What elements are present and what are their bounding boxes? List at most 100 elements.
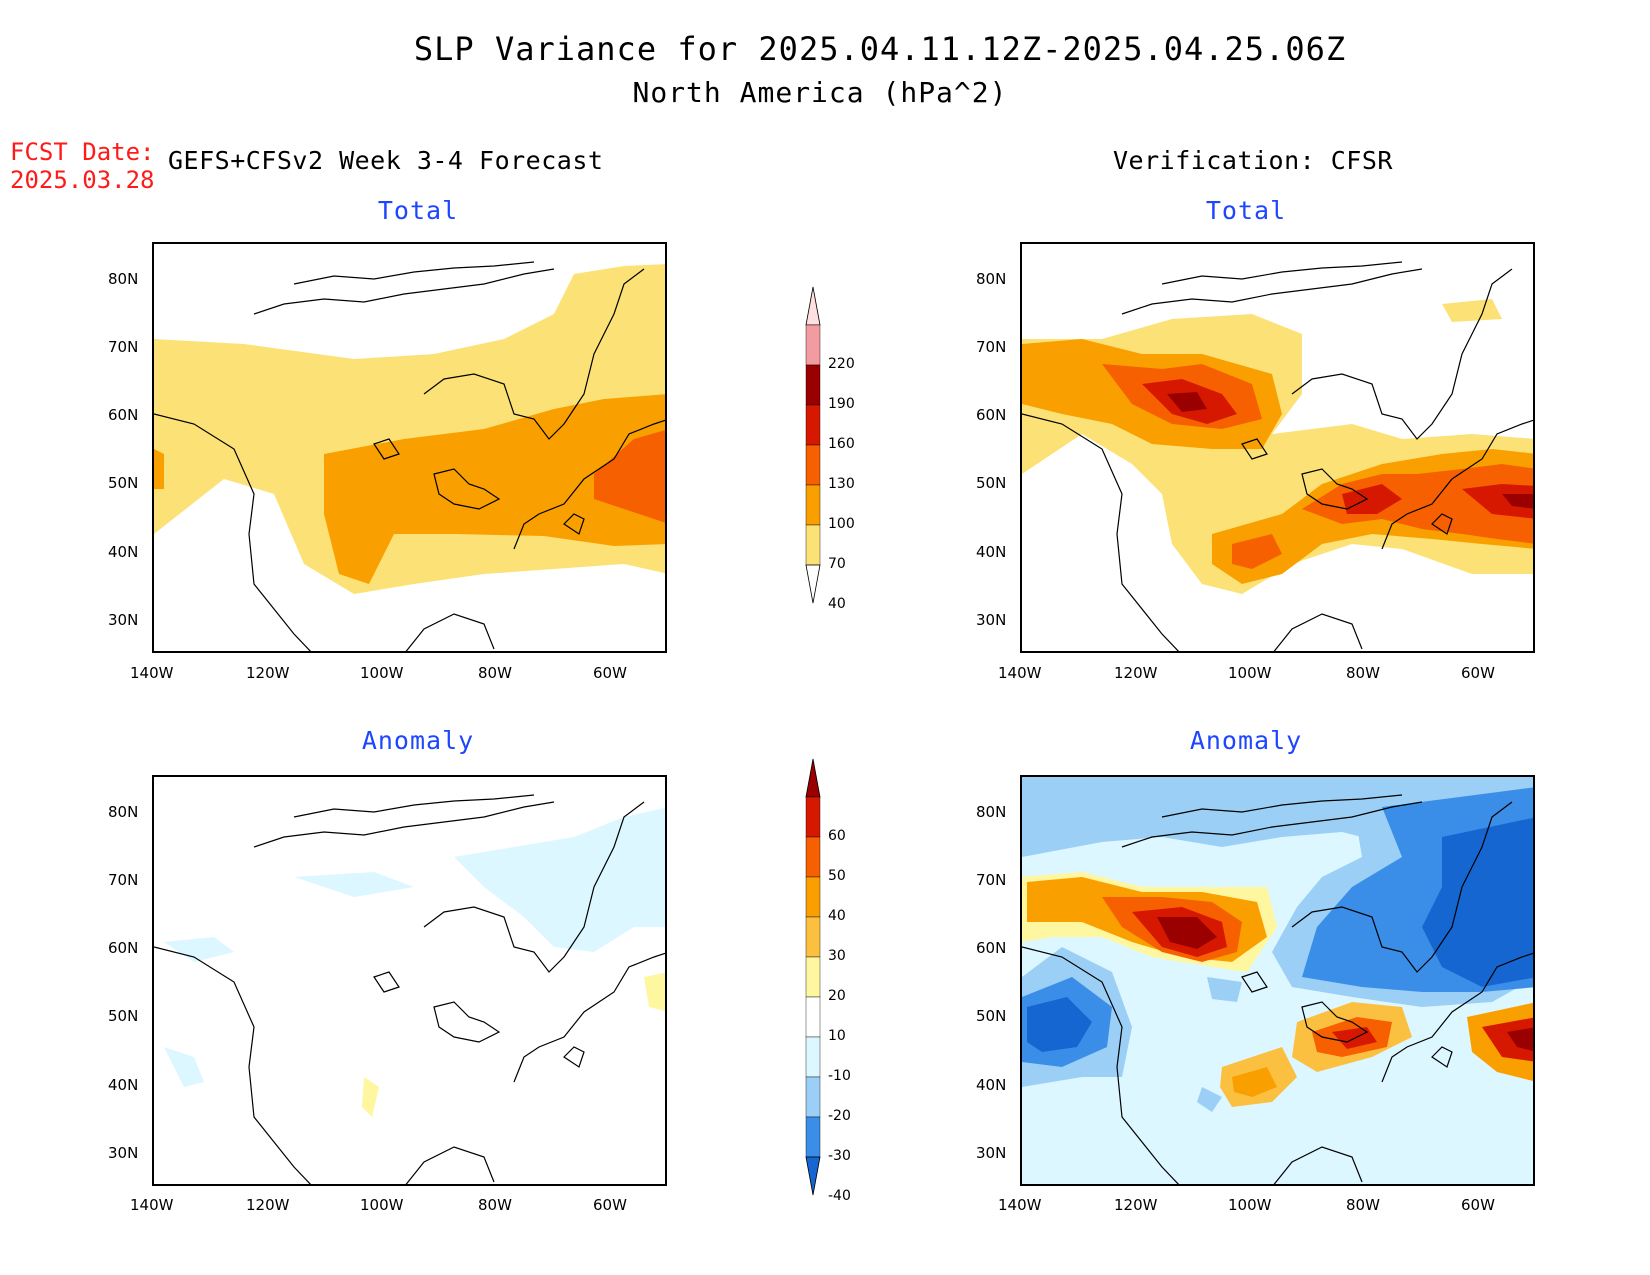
lon-label: 140W: [130, 664, 174, 682]
colorbar-label: -40: [828, 1188, 851, 1204]
colorbar-label: 30: [828, 948, 846, 964]
colorbar-swatch: [805, 956, 821, 998]
colorbar-swatch: [805, 1116, 821, 1158]
lat-label: 50N: [976, 474, 1007, 492]
lon-label: 80W: [1346, 664, 1380, 682]
left-column-title: GEFS+CFSv2 Week 3-4 Forecast: [168, 146, 604, 175]
colorbar-swatch: [805, 836, 821, 878]
lon-label: 80W: [478, 1196, 512, 1214]
forecast-anomaly-title: Anomaly: [361, 726, 475, 755]
lat-label: 70N: [976, 871, 1007, 889]
lat-label: 30N: [976, 611, 1007, 629]
lon-label: 120W: [246, 1196, 290, 1214]
coastline: [1022, 261, 1533, 651]
lat-label: 40N: [108, 1076, 139, 1094]
fcst-date-value: 2025.03.28: [10, 166, 155, 194]
fcst-date: FCST Date: 2025.03.28: [10, 138, 155, 194]
verif-anomaly-title: Anomaly: [1189, 726, 1303, 755]
lon-label: 80W: [478, 664, 512, 682]
colorbar-swatch: [805, 796, 821, 838]
colorbar-top-triangle: [805, 286, 821, 326]
forecast-anomaly-map: [152, 775, 667, 1186]
total-colorbar-swatches: [805, 286, 821, 604]
colorbar-swatch: [805, 524, 821, 566]
lat-label: 40N: [976, 1076, 1007, 1094]
lat-label: 60N: [976, 406, 1007, 424]
colorbar-swatch: [805, 1076, 821, 1118]
lat-label: 50N: [108, 1007, 139, 1025]
forecast-anomaly-shading: [164, 807, 665, 1117]
verif-anomaly-map: [1020, 775, 1535, 1186]
lat-label: 80N: [108, 803, 139, 821]
colorbar-top-triangle: [805, 758, 821, 798]
colorbar-bottom-triangle: [805, 1156, 821, 1196]
colorbar-swatch: [805, 1036, 821, 1078]
anomaly-colorbar: 60 50 40 30 20 10 -10 -20 -30 -40: [800, 757, 880, 1207]
lat-label: 30N: [108, 611, 139, 629]
colorbar-swatch: [805, 364, 821, 406]
lon-label: 140W: [130, 1196, 174, 1214]
fcst-date-label: FCST Date:: [10, 138, 155, 166]
coastline: [154, 794, 665, 1184]
colorbar-label: 40: [828, 596, 846, 612]
right-column-title: Verification: CFSR: [1113, 146, 1393, 175]
colorbar-swatch: [805, 916, 821, 958]
colorbar-label: 220: [828, 356, 855, 372]
lon-label: 140W: [998, 1196, 1042, 1214]
lon-label: 100W: [360, 664, 404, 682]
lat-label: 50N: [976, 1007, 1007, 1025]
verif-total-map: [1020, 242, 1535, 653]
colorbar-label: -30: [828, 1148, 851, 1164]
colorbar-label: 40: [828, 908, 846, 924]
total-colorbar: 220 190 160 130 100 70 40: [800, 285, 880, 615]
forecast-total-map: [152, 242, 667, 653]
lon-label: 60W: [593, 664, 627, 682]
lon-label: 120W: [246, 664, 290, 682]
colorbar-label: 100: [828, 516, 855, 532]
lon-label: 140W: [998, 664, 1042, 682]
lat-label: 70N: [108, 338, 139, 356]
lon-label: 80W: [1346, 1196, 1380, 1214]
lat-label: 70N: [976, 338, 1007, 356]
lon-label: 100W: [1228, 664, 1272, 682]
lat-label: 70N: [108, 871, 139, 889]
lat-label: 60N: [976, 939, 1007, 957]
coastline: [154, 261, 665, 651]
anomaly-colorbar-swatches: [805, 758, 821, 1196]
lat-label: 80N: [976, 270, 1007, 288]
lon-label: 60W: [1461, 1196, 1495, 1214]
lon-label: 60W: [593, 1196, 627, 1214]
colorbar-label: 190: [828, 396, 855, 412]
verif-total-shading: [1022, 299, 1533, 594]
lat-label: 40N: [108, 543, 139, 561]
lat-label: 30N: [108, 1144, 139, 1162]
colorbar-label: 130: [828, 476, 855, 492]
colorbar-label: 60: [828, 828, 846, 844]
lon-label: 60W: [1461, 664, 1495, 682]
lon-label: 120W: [1114, 1196, 1158, 1214]
forecast-total-shading: [154, 264, 665, 594]
colorbar-bottom-triangle: [805, 564, 821, 604]
forecast-total-title: Total: [377, 196, 459, 225]
lat-label: 60N: [108, 939, 139, 957]
colorbar-label: 70: [828, 556, 846, 572]
lat-label: 80N: [108, 270, 139, 288]
colorbar-label: 50: [828, 868, 846, 884]
lat-label: 40N: [976, 543, 1007, 561]
colorbar-label: 20: [828, 988, 846, 1004]
verif-anomaly-shading: [1022, 777, 1533, 1184]
colorbar-label: -20: [828, 1108, 851, 1124]
lon-label: 100W: [360, 1196, 404, 1214]
coastline: [1022, 794, 1533, 1184]
colorbar-label: 160: [828, 436, 855, 452]
colorbar-swatch: [805, 444, 821, 486]
verif-total-title: Total: [1205, 196, 1287, 225]
lat-label: 50N: [108, 474, 139, 492]
colorbar-swatch: [805, 484, 821, 526]
colorbar-swatch: [805, 876, 821, 918]
lon-label: 100W: [1228, 1196, 1272, 1214]
colorbar-label: -10: [828, 1068, 851, 1084]
colorbar-swatch: [805, 324, 821, 366]
lat-label: 60N: [108, 406, 139, 424]
lon-label: 120W: [1114, 664, 1158, 682]
